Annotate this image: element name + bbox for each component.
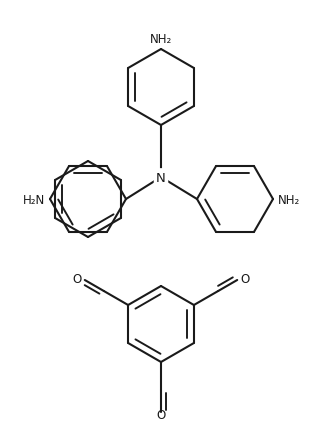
Text: N: N xyxy=(156,171,166,184)
Text: NH₂: NH₂ xyxy=(150,33,172,46)
Text: O: O xyxy=(240,272,250,286)
Text: H₂N: H₂N xyxy=(23,193,45,206)
Text: O: O xyxy=(156,408,166,421)
Text: O: O xyxy=(72,272,82,286)
Text: NH₂: NH₂ xyxy=(278,193,300,206)
